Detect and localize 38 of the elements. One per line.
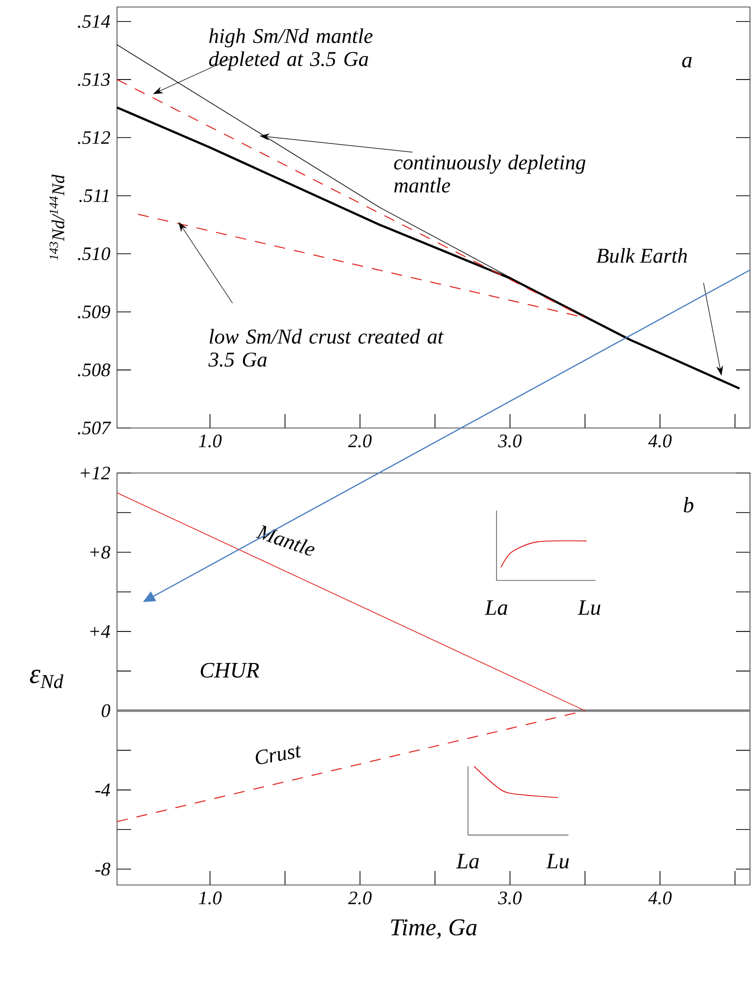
text: low Sm/Nd crust created at 3.5 Ga [208,328,444,367]
y-tick-label: +8 [90,546,110,559]
y-tick-label: .510 [78,247,110,260]
annotation: La [484,600,508,615]
y-tick-label: .511 [79,189,108,202]
y-tick-label: 0 [102,704,110,718]
annotation: b [684,496,694,512]
y-tick-label: .509 [78,305,110,318]
x-tick-label: 3.0 [498,434,522,448]
y-tick-label: .507 [78,422,112,434]
annotation: Lu [578,600,600,616]
text: high Sm/Nd mantle depleted at 3.5 Ga [209,28,373,70]
x-tick-label: 2.0 [348,434,372,448]
series-label: continuously depleting mantle [394,154,586,193]
x-tick-label: 1.0 [198,892,222,904]
text: Mantle [256,525,314,556]
y-tick-label: +12 [80,466,110,480]
x-tick-label: 3.0 [498,892,522,904]
x-tick-label: 1.0 [198,434,222,448]
y-tick-label: +4 [90,625,110,638]
y-axis-title: $^{143}$Nd/$^{144}$Nd [50,174,64,260]
y-tick-label: .508 [78,363,110,376]
x-tick-label: 4.0 [648,434,672,448]
annotation: a [682,56,692,68]
x-tick-label: 2.0 [348,892,372,904]
x-tick-label: 4.0 [648,892,672,904]
x-axis-title: Time, Ga [391,919,477,939]
ref-line-label: CHUR [200,662,260,678]
y-tick-label: .514 [78,15,110,28]
annotation: La [456,854,479,869]
text: Crust [256,746,302,764]
annotation: Lu [546,854,569,869]
y-tick-label: -4 [95,784,110,796]
y-tick-label: .513 [78,73,110,86]
legend-label: Bulk Earth [596,248,687,263]
y-tick-label: -8 [95,862,110,876]
y-tick-label: .512 [78,131,110,144]
y-axis-title: ε$_{Nd}$ [30,670,64,688]
